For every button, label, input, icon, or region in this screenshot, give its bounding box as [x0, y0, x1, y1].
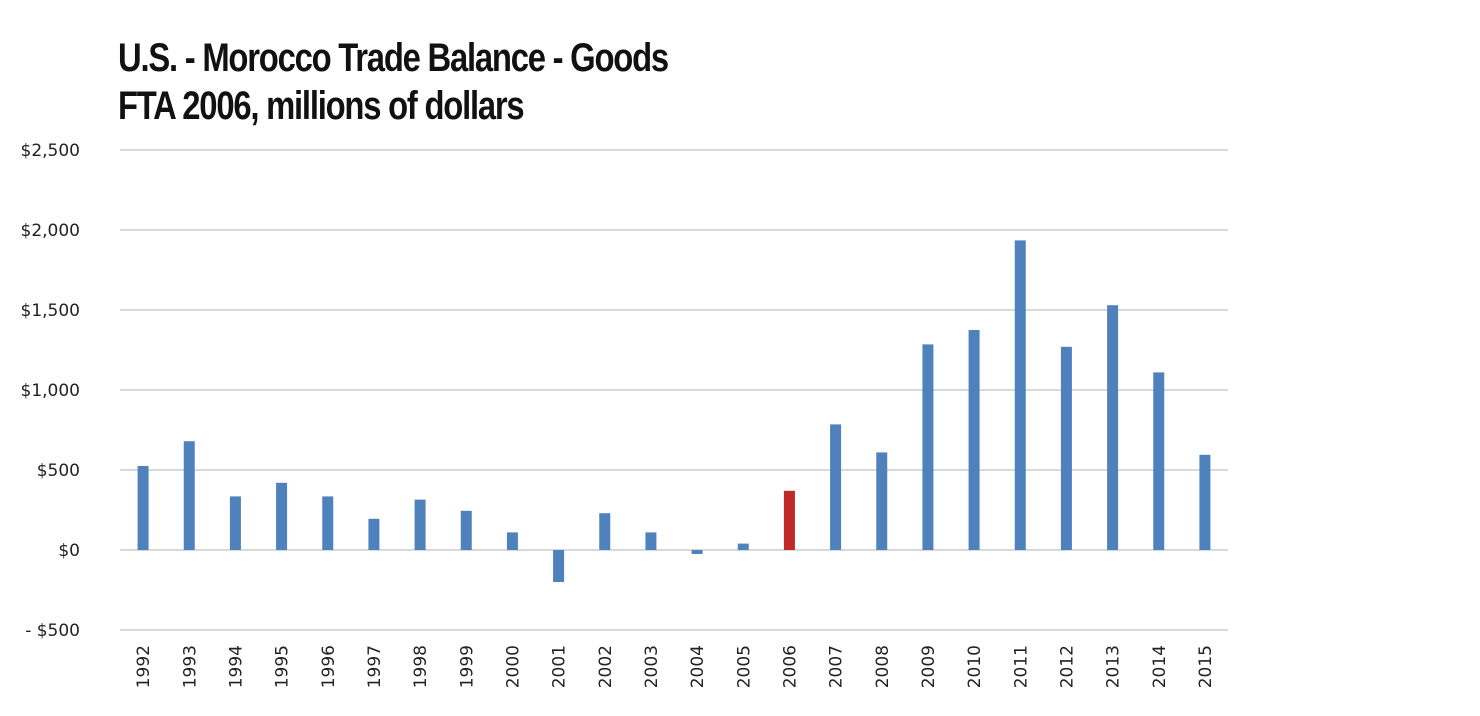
- bar-2003: [645, 532, 657, 550]
- bar-1998: [414, 499, 426, 550]
- bar-2001: [553, 550, 565, 582]
- chart-title-line-2: FTA 2006, millions of dollars: [118, 84, 525, 128]
- chart-title: U.S. - Morocco Trade Balance - Goods FTA…: [118, 34, 669, 130]
- bar-2006: [783, 490, 795, 550]
- x-tick-label: 2008: [873, 645, 893, 688]
- bar-1996: [322, 496, 334, 550]
- y-axis-ticks: - $500 $0 $500 $1,000 $1,500 $2,000 $2,500: [21, 141, 80, 641]
- bar-2014: [1153, 372, 1165, 550]
- bar-2000: [506, 532, 518, 550]
- y-tick-label: $500: [37, 461, 80, 481]
- bar-1994: [229, 496, 241, 550]
- x-tick-label: 2015: [1196, 645, 1216, 688]
- bar-2009: [922, 344, 934, 550]
- chart-title-line-1: U.S. - Morocco Trade Balance - Goods: [118, 36, 669, 80]
- bar-2008: [876, 452, 888, 550]
- bar-2007: [830, 424, 842, 550]
- bar-1992: [137, 466, 149, 550]
- x-tick-label: 1997: [365, 645, 385, 688]
- x-tick-label: 2000: [503, 645, 523, 688]
- x-tick-label: 2001: [550, 645, 570, 688]
- bar-1999: [460, 510, 472, 550]
- y-tick-label: $0: [58, 541, 80, 561]
- x-tick-label: 1994: [226, 645, 246, 688]
- x-tick-label: 1995: [273, 645, 293, 688]
- x-axis-ticks: 1992 1993 1994 1995 1996 1997 1998 1999 2000 2001…: [134, 645, 1216, 688]
- x-tick-label: 2014: [1150, 645, 1170, 688]
- bar-1993: [183, 441, 195, 550]
- x-tick-label: 2010: [965, 645, 985, 688]
- x-tick-label: 2002: [596, 645, 616, 688]
- x-tick-label: 2004: [688, 645, 708, 688]
- bar-2011: [1014, 240, 1026, 550]
- x-tick-label: 2006: [780, 645, 800, 688]
- bar-1995: [276, 482, 288, 550]
- bar-2015: [1199, 454, 1211, 550]
- x-tick-label: 2013: [1104, 645, 1124, 688]
- x-tick-label: 2003: [642, 645, 662, 688]
- bar-2005: [737, 543, 749, 550]
- x-tick-label: 1996: [319, 645, 339, 688]
- x-tick-label: 1992: [134, 645, 154, 688]
- gridlines: [120, 149, 1228, 631]
- bar-2013: [1107, 305, 1119, 550]
- x-tick-label: 1999: [457, 645, 477, 688]
- x-tick-label: 2012: [1057, 645, 1077, 688]
- bar-2004: [691, 550, 703, 554]
- x-tick-label: 2009: [919, 645, 939, 688]
- y-tick-label: $2,500: [21, 141, 80, 161]
- x-tick-label: 2005: [734, 645, 754, 688]
- bars: [137, 240, 1211, 582]
- y-tick-label: $1,000: [21, 381, 80, 401]
- bar-1997: [368, 518, 380, 550]
- x-tick-label: 1998: [411, 645, 431, 688]
- x-tick-label: 1993: [180, 645, 200, 688]
- bar-2010: [968, 330, 980, 550]
- x-tick-label: 2007: [827, 645, 847, 688]
- y-tick-label: - $500: [25, 621, 80, 641]
- bar-2002: [599, 513, 611, 550]
- bar-2012: [1060, 346, 1072, 550]
- x-tick-label: 2011: [1011, 645, 1031, 688]
- y-tick-label: $1,500: [21, 301, 80, 321]
- y-tick-label: $2,000: [21, 221, 80, 241]
